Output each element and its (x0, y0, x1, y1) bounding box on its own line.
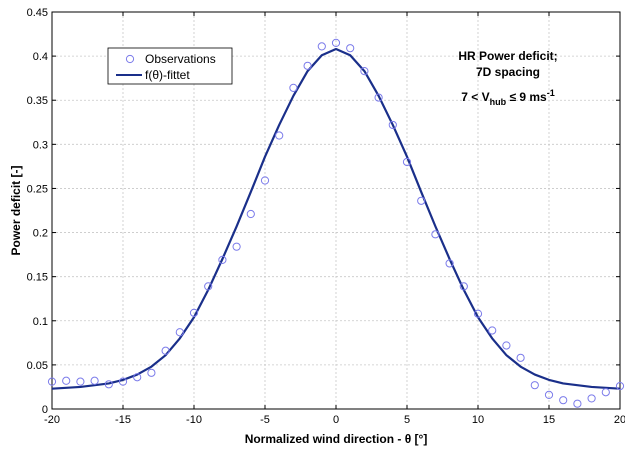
annotation-line-2: 7D spacing (476, 65, 540, 79)
observation-point (260, 176, 270, 185)
axis-ticks (51, 11, 621, 410)
y-tick-label: 0.35 (27, 95, 48, 107)
observation-point (530, 381, 539, 390)
observation-point (573, 399, 582, 408)
y-tick-label: 0 (42, 404, 48, 416)
fit-curve-line (51, 47, 621, 390)
x-tick-label: 5 (404, 414, 410, 426)
y-tick-labels: 0 0.05 0.1 0.15 0.2 0.25 0.3 0.35 0.4 0.45 (27, 7, 48, 416)
legend: Observations f(θ)-fittet (107, 47, 233, 85)
observation-point (189, 308, 199, 317)
observation-point (402, 157, 412, 167)
y-tick-label: 0.2 (33, 228, 48, 240)
observation-point (374, 93, 383, 102)
series-layer (47, 38, 625, 408)
x-tick-label: 15 (543, 414, 555, 426)
y-tick-label: 0.05 (27, 360, 48, 372)
observation-point (275, 131, 284, 140)
x-tick-labels: -20 -15 -10 -5 0 5 10 15 20 (44, 414, 625, 426)
observation-point (62, 376, 71, 385)
observation-point (232, 242, 241, 251)
x-tick-label: -15 (115, 414, 131, 426)
observation-point (76, 377, 85, 386)
observation-point (218, 255, 227, 265)
x-tick-label: 0 (333, 414, 339, 426)
observation-point (615, 381, 625, 391)
x-axis-label: Normalized wind direction - θ [°] (245, 432, 428, 446)
annotation: HR Power deficit; 7D spacing 7 < Vhub ≤ … (458, 49, 557, 107)
observation-point (317, 42, 326, 51)
y-tick-label: 0.45 (27, 7, 48, 19)
annotation-line-3-sub: hub (490, 97, 507, 107)
y-axis-label: Power deficit [-] (9, 165, 23, 255)
y-tick-label: 0.15 (27, 272, 48, 284)
observation-point (473, 309, 483, 318)
observation-point (303, 61, 312, 70)
annotation-line-3: 7 < Vhub ≤ 9 ms-1 (461, 88, 554, 107)
annotation-line-3-mid: ≤ 9 ms (506, 90, 547, 104)
annotation-line-1: HR Power deficit; (458, 49, 557, 63)
observation-point (587, 394, 596, 403)
observation-point (118, 377, 128, 386)
legend-marker-observations (125, 54, 135, 64)
legend-box (107, 47, 233, 85)
observation-point (388, 120, 397, 130)
x-tick-label: -5 (260, 414, 270, 426)
observation-point (417, 196, 426, 205)
observation-point (90, 376, 99, 385)
y-tick-label: 0.25 (27, 183, 48, 195)
legend-label-observations: Observations (145, 52, 216, 66)
observation-point (559, 396, 568, 405)
observation-point (346, 44, 355, 53)
observation-point (459, 282, 468, 291)
observation-point (147, 368, 156, 377)
observation-point (133, 373, 142, 382)
observation-point (331, 38, 341, 47)
x-tick-label: -10 (186, 414, 202, 426)
observation-point (161, 346, 170, 355)
observation-point (104, 380, 113, 389)
x-tick-label: -20 (44, 414, 60, 426)
grid-lines (52, 12, 620, 409)
y-tick-label: 0.3 (33, 139, 48, 151)
x-tick-label: 10 (472, 414, 484, 426)
observation-point (289, 83, 298, 92)
y-tick-label: 0.1 (33, 316, 48, 328)
observation-point (516, 353, 525, 362)
observation-point (175, 328, 184, 337)
observation-point (544, 390, 554, 399)
y-tick-label: 0.4 (33, 51, 48, 63)
observation-point (488, 326, 497, 335)
observation-point (445, 259, 454, 268)
observation-point (601, 388, 610, 397)
x-tick-label: 20 (614, 414, 625, 426)
observation-point (204, 282, 213, 291)
observation-point (502, 341, 511, 350)
observation-point (246, 209, 255, 219)
observation-point (47, 377, 57, 386)
legend-label-fit: f(θ)-fittet (145, 68, 190, 82)
observation-point (431, 230, 440, 239)
annotation-line-3-sup: -1 (547, 88, 555, 98)
observation-point (360, 67, 369, 76)
annotation-line-3-prefix: 7 < V (461, 90, 489, 104)
